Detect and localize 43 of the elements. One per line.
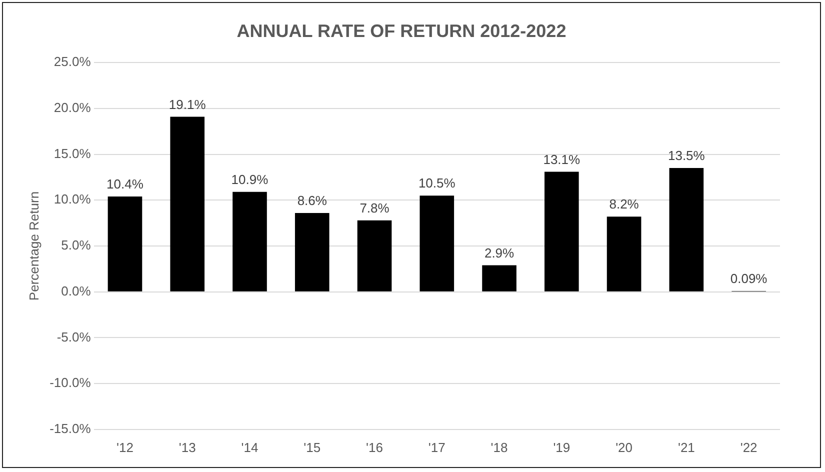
y-tick-label: 15.0% [54,146,92,161]
bar [544,172,579,292]
y-tick-label: 25.0% [54,54,92,70]
x-tick-label: '14 [241,440,258,455]
y-axis-title: Percentage Return [26,191,42,301]
x-tick-label: '12 [116,440,134,455]
x-tick-label: '16 [366,440,383,455]
chart-title: ANNUAL RATE OF RETURN 2012-2022 [236,20,566,41]
data-label: 13.1% [543,152,581,167]
bar [108,196,142,292]
x-tick-label: '21 [678,440,695,455]
x-tick-label: '19 [553,440,570,455]
y-tick-label: -15.0% [50,420,92,436]
data-label: 8.6% [297,193,328,208]
bar [482,265,516,292]
bar [420,196,454,292]
bar [170,116,205,292]
data-label: 19.1% [168,96,206,112]
bar [357,220,392,292]
bar [294,212,330,292]
y-tick-label: 10.0% [54,192,92,207]
bar [606,216,642,292]
data-label: 10.5% [418,176,456,191]
bar [232,192,267,292]
data-label: 13.5% [668,148,706,164]
y-tick-label: 20.0% [54,100,92,116]
y-tick-label: -10.0% [50,375,92,390]
x-tick-label: '15 [304,440,321,455]
data-label: 8.2% [609,196,640,212]
x-tick-label: '20 [616,440,633,455]
y-tick-label: -5.0% [56,329,92,344]
x-tick-label: '18 [490,440,508,455]
y-tick-label: 0.0% [61,283,92,298]
x-tick-label: '17 [428,440,446,455]
x-tick-label: '13 [178,440,196,455]
data-label: 10.4% [106,176,144,192]
bar [669,168,704,292]
data-label: 10.9% [231,172,269,187]
y-tick-label: 5.0% [61,238,92,253]
data-label: 0.09% [730,271,768,286]
data-label: 2.9% [484,245,515,260]
data-label: 7.8% [360,200,390,216]
x-tick-label: '22 [740,440,758,455]
